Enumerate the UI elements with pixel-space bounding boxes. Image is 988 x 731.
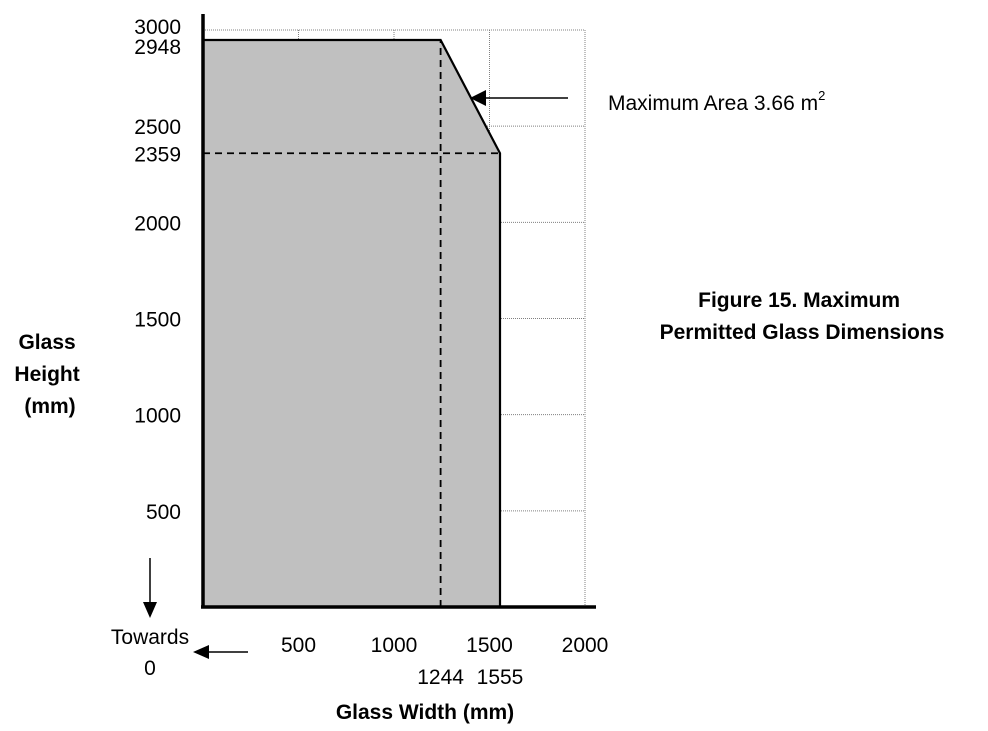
y-tick-label: 2948 [134,36,181,59]
x-axis-label: Glass Width (mm) [336,701,514,724]
x-tick-label: 2000 [562,634,609,657]
x-tick-label: 500 [281,634,316,657]
y-tick-label: 500 [146,501,181,524]
y-tick-labels: 500 1000 1500 2000 2500 3000 2359 2948 [134,16,181,524]
y-tick-label: 2000 [134,212,181,235]
x-tick-label: 1500 [466,634,513,657]
y-tick-label: 2359 [134,143,181,166]
y-tick-label: 2500 [134,116,181,139]
figure-caption: Figure 15. Maximum Permitted Glass Dimen… [660,289,945,344]
towards-zero-left-arrowhead [193,645,209,659]
permitted-area [201,38,502,609]
y-tick-label: 3000 [134,16,181,39]
towards-zero-label: Towards [111,626,189,649]
x-tick-label-secondary: 1244 [417,666,464,689]
annotation-arrowhead [470,90,486,106]
x-tick-label: 1000 [371,634,418,657]
y-axis-label: Glass Height (mm) [14,331,85,418]
annotation-label: Maximum Area 3.66 m2 [608,88,825,115]
y-tick-label: 1000 [134,405,181,428]
towards-zero-down-arrowhead [143,602,157,618]
towards-zero-value: 0 [144,657,156,680]
x-tick-label-secondary: 1555 [477,666,524,689]
y-tick-label: 1500 [134,309,181,332]
x-tick-labels: 500 1000 1500 2000 1244 1555 [281,634,608,689]
